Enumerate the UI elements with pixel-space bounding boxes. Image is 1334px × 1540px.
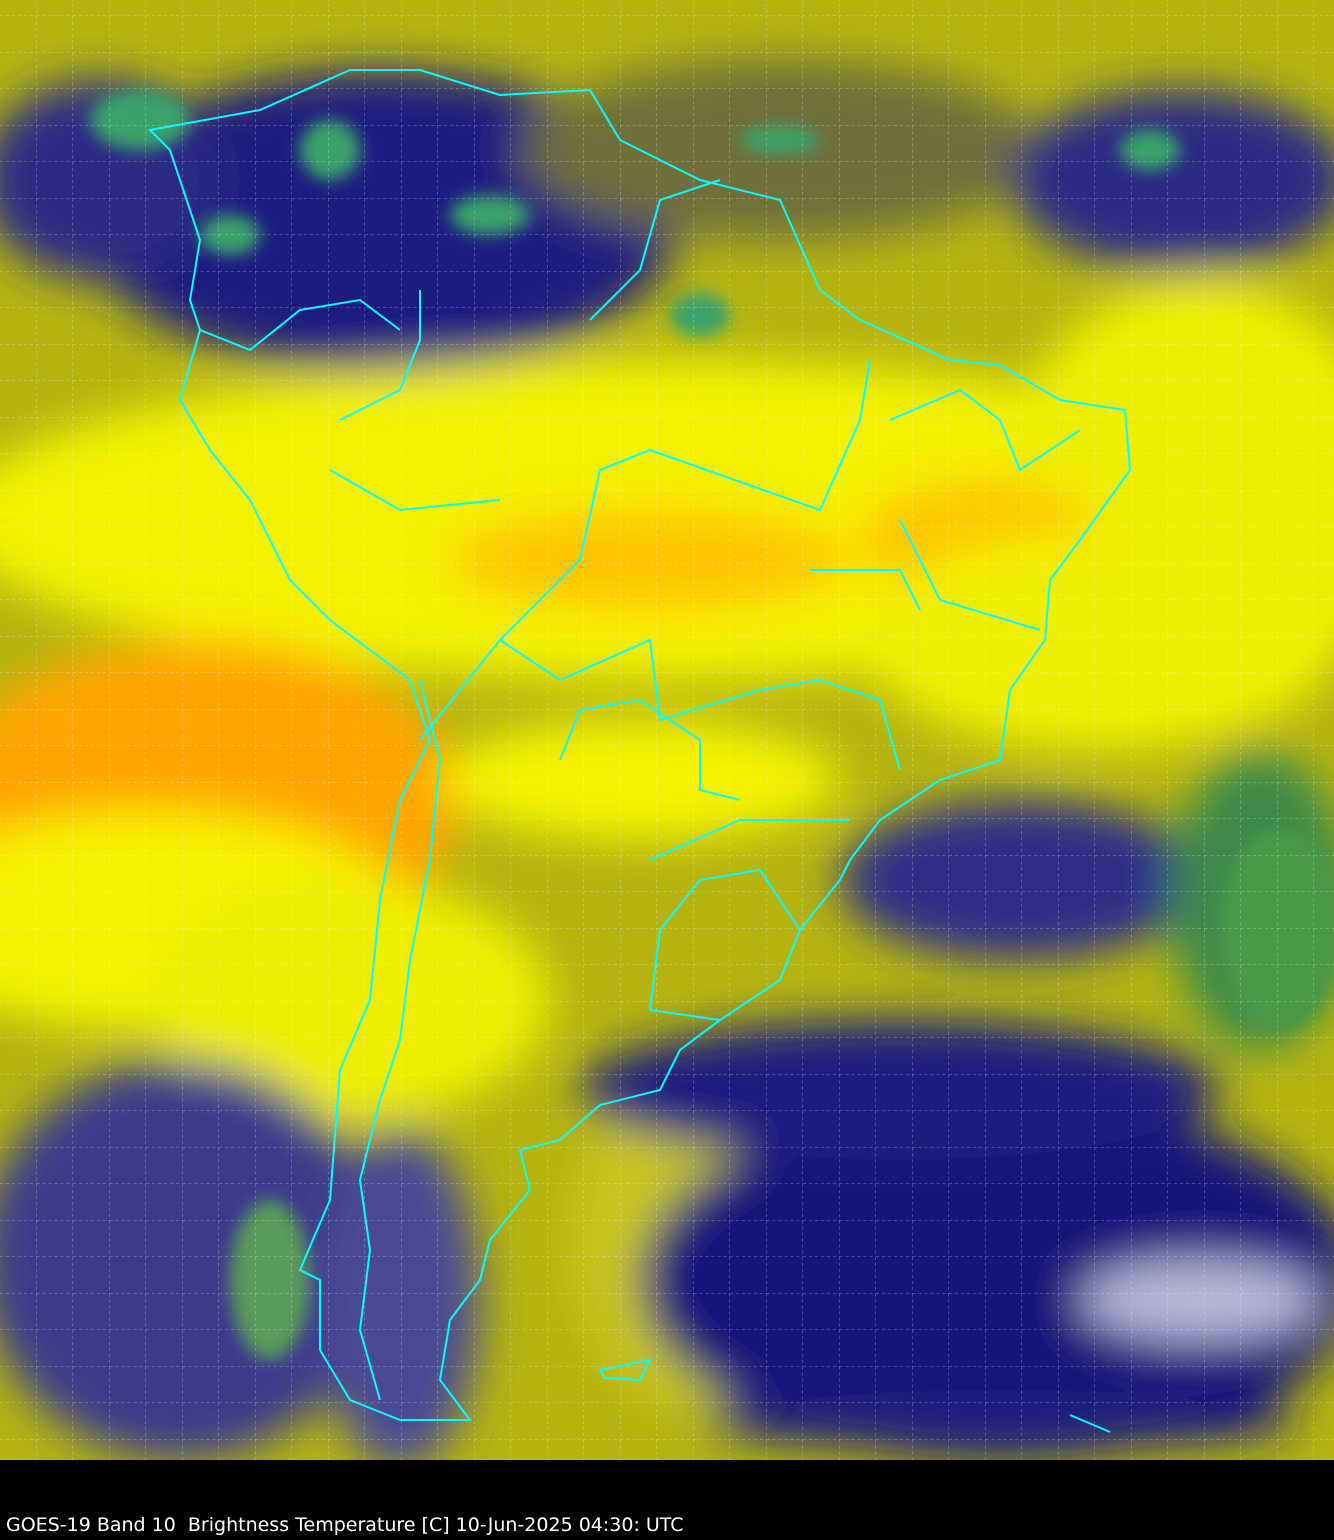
lat-lon-gridlines xyxy=(0,0,1334,1460)
image-caption: GOES-19 Band 10 Brightness Temperature [… xyxy=(6,1514,684,1536)
satellite-map xyxy=(0,0,1334,1460)
coastlines-and-borders xyxy=(147,69,1132,1433)
